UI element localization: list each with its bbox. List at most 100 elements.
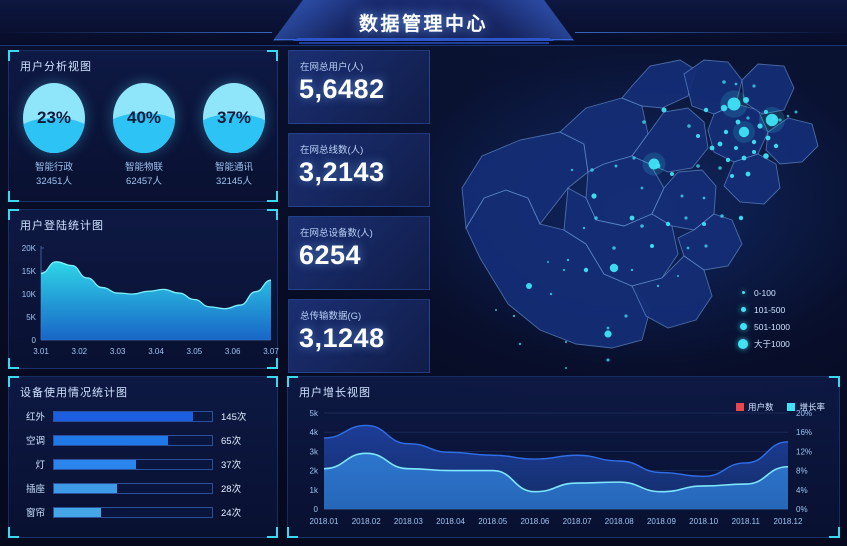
map-data-dot[interactable] bbox=[763, 153, 769, 159]
map-data-dot[interactable] bbox=[720, 214, 724, 218]
map-region[interactable] bbox=[741, 63, 795, 115]
map-data-dot[interactable] bbox=[757, 123, 763, 129]
map-data-dot[interactable] bbox=[704, 244, 708, 248]
map-data-dot[interactable] bbox=[640, 224, 644, 228]
map-data-dot[interactable] bbox=[656, 284, 660, 288]
map-data-dot[interactable] bbox=[518, 342, 522, 346]
map-data-dot[interactable] bbox=[594, 216, 598, 220]
map-data-dot[interactable] bbox=[765, 135, 771, 141]
map-data-dot[interactable] bbox=[687, 124, 691, 128]
map-data-dot[interactable] bbox=[677, 275, 679, 277]
map-data-dot[interactable] bbox=[725, 157, 731, 163]
map-data-dot[interactable] bbox=[718, 166, 722, 170]
map-data-dot[interactable] bbox=[630, 268, 634, 272]
map-data-dot[interactable] bbox=[727, 97, 741, 111]
map-data-dot[interactable] bbox=[670, 172, 674, 176]
map-data-dot[interactable] bbox=[604, 330, 612, 338]
map-data-dot[interactable] bbox=[642, 120, 646, 124]
map-data-dot[interactable] bbox=[738, 126, 750, 138]
map-data-dot[interactable] bbox=[794, 110, 798, 114]
map-data-dot[interactable] bbox=[686, 246, 690, 250]
map-data-dot[interactable] bbox=[606, 358, 610, 362]
map-data-dot[interactable] bbox=[606, 326, 610, 330]
svg-text:2018.11: 2018.11 bbox=[732, 517, 761, 526]
map-data-dot[interactable] bbox=[632, 156, 636, 160]
map-data-dot[interactable] bbox=[738, 215, 744, 221]
map-data-dot[interactable] bbox=[778, 118, 782, 122]
map-data-dot[interactable] bbox=[495, 309, 497, 311]
map-data-dot[interactable] bbox=[786, 114, 790, 118]
map-region[interactable] bbox=[683, 59, 743, 115]
map-data-dot[interactable] bbox=[650, 244, 654, 248]
map-data-dot[interactable] bbox=[591, 193, 597, 199]
map-region[interactable] bbox=[723, 153, 781, 205]
map-data-dot[interactable] bbox=[730, 174, 734, 178]
map-data-dot[interactable] bbox=[570, 168, 574, 172]
map-data-dot[interactable] bbox=[696, 164, 700, 168]
liquid-gauge[interactable]: 40% 智能物联 62457人 bbox=[104, 83, 184, 203]
map-data-dot[interactable] bbox=[723, 129, 729, 135]
map-data-dot[interactable] bbox=[549, 292, 553, 296]
map-data-dot[interactable] bbox=[629, 215, 635, 221]
growth-chart-legend[interactable]: 用户数 增长率 bbox=[735, 401, 825, 413]
liquid-gauge[interactable]: 23% 智能行政 32451人 bbox=[14, 83, 94, 203]
map-data-dot[interactable] bbox=[765, 113, 779, 127]
map-data-dot[interactable] bbox=[751, 139, 757, 145]
map-data-dot[interactable] bbox=[722, 80, 726, 84]
map-data-dot[interactable] bbox=[702, 222, 706, 226]
map-data-dot[interactable] bbox=[752, 150, 756, 154]
map-data-dot[interactable] bbox=[734, 146, 738, 150]
map-data-dot[interactable] bbox=[665, 221, 671, 227]
map-data-dot[interactable] bbox=[745, 171, 751, 177]
map-data-dot[interactable] bbox=[590, 168, 594, 172]
map-data-dot[interactable] bbox=[709, 145, 715, 151]
map-data-dot[interactable] bbox=[735, 119, 741, 125]
map-data-dot[interactable] bbox=[773, 143, 779, 149]
map-data-dot[interactable] bbox=[583, 267, 589, 273]
map-data-dot[interactable] bbox=[614, 164, 618, 168]
map-region[interactable] bbox=[631, 107, 709, 173]
map-data-dot[interactable] bbox=[640, 186, 644, 190]
map-data-dot[interactable] bbox=[566, 258, 570, 262]
map-data-dot[interactable] bbox=[752, 84, 756, 88]
map-data-dot[interactable] bbox=[512, 314, 516, 318]
liquid-gauge[interactable]: 37% 智能通讯 32145人 bbox=[194, 83, 274, 203]
map-data-dot[interactable] bbox=[582, 226, 586, 230]
map-data-dot[interactable] bbox=[696, 134, 700, 138]
map-data-dot[interactable] bbox=[741, 155, 747, 161]
device-bar-row[interactable]: 窗帘 24次 bbox=[9, 501, 279, 523]
map-data-dot[interactable] bbox=[684, 216, 688, 220]
legend-item[interactable]: 用户数 bbox=[735, 401, 773, 413]
region-map[interactable]: 0-100 101-500 501-1000 大于1000 bbox=[436, 48, 844, 370]
kpi-value: 3,2143 bbox=[299, 157, 385, 187]
map-data-dot[interactable] bbox=[609, 263, 619, 273]
map-data-dot[interactable] bbox=[703, 107, 709, 113]
map-data-dot[interactable] bbox=[746, 116, 750, 120]
device-bar-row[interactable]: 灯 37次 bbox=[9, 453, 279, 475]
map-region[interactable] bbox=[621, 59, 697, 109]
map-data-dot[interactable] bbox=[661, 107, 667, 113]
map-region[interactable] bbox=[765, 117, 819, 165]
map-data-dot[interactable] bbox=[547, 261, 549, 263]
map-data-dot[interactable] bbox=[564, 340, 568, 344]
map-data-dot[interactable] bbox=[734, 82, 738, 86]
svg-text:3.03: 3.03 bbox=[110, 347, 126, 356]
map-data-dot[interactable] bbox=[565, 367, 567, 369]
map-data-dot[interactable] bbox=[680, 194, 684, 198]
device-bar-row[interactable]: 插座 28次 bbox=[9, 477, 279, 499]
map-region[interactable] bbox=[677, 213, 743, 271]
legend-item[interactable]: 增长率 bbox=[787, 401, 825, 413]
map-data-dot[interactable] bbox=[612, 246, 616, 250]
device-bar-row[interactable]: 空调 65次 bbox=[9, 429, 279, 451]
device-bar-row[interactable]: 红外 145次 bbox=[9, 405, 279, 427]
map-region[interactable] bbox=[631, 255, 713, 329]
map-data-dot[interactable] bbox=[717, 141, 723, 147]
map-data-dot[interactable] bbox=[562, 268, 566, 272]
map-data-dot[interactable] bbox=[624, 314, 628, 318]
map-data-dot[interactable] bbox=[764, 110, 768, 114]
map-data-dot[interactable] bbox=[743, 97, 749, 103]
map-data-dot[interactable] bbox=[720, 104, 728, 112]
map-data-dot[interactable] bbox=[648, 158, 660, 170]
map-data-dot[interactable] bbox=[702, 196, 706, 200]
map-data-dot[interactable] bbox=[526, 283, 532, 289]
